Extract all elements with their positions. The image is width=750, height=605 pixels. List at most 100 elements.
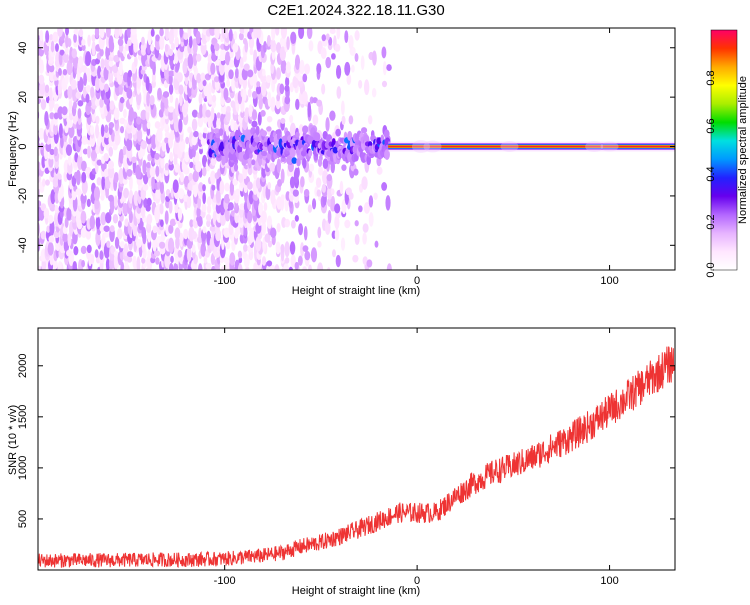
spectrogram-y-tick-label: 20 <box>17 91 29 103</box>
spectrogram-noise-cell <box>304 250 311 261</box>
colorbar-label: Normalized spectral amplitude <box>737 76 749 224</box>
spectrogram-noise-cell <box>363 202 371 214</box>
spectrogram-noise-cell <box>99 98 104 108</box>
spectrogram-noise-cell <box>170 128 176 140</box>
spectrogram-noise-cell <box>206 204 212 214</box>
spectrogram-cluster-cell <box>249 153 253 159</box>
spectrogram-noise-cell <box>246 210 253 224</box>
spectrogram-noise-cell <box>109 100 115 111</box>
spectrogram-noise-cell <box>131 156 137 164</box>
spectrogram-noise-cell <box>57 173 62 180</box>
spectrogram-noise-cell <box>108 70 114 84</box>
spectrogram-noise-cell <box>321 83 326 95</box>
spectrogram-noise-cell <box>213 43 220 51</box>
spectrogram-noise-cell <box>367 115 373 125</box>
spectrogram-noise-cell <box>261 68 266 77</box>
spectrogram-noise-cell <box>317 240 322 248</box>
spectrogram-noise-cell <box>321 34 327 42</box>
spectrogram-noise-cell <box>260 110 266 117</box>
spectrogram-noise-cell <box>312 97 318 104</box>
spectrogram-noise-cell <box>71 86 78 102</box>
spectrogram-noise-cell <box>85 229 92 240</box>
spectrogram-noise-cell <box>43 207 50 219</box>
spectrogram-noise-cell <box>290 219 296 229</box>
spectrogram-noise-cell <box>344 61 351 76</box>
spectrogram-noise-cell <box>202 192 206 205</box>
spectrogram-noise-cell <box>44 111 49 127</box>
spectrogram-noise-cell <box>290 31 297 44</box>
spectrogram-noise-cell <box>178 188 185 200</box>
spectrogram-noise-cell <box>238 32 244 41</box>
spectrogram-noise-cell <box>146 213 153 225</box>
spectrogram-noise-cell <box>147 249 151 260</box>
spectrogram-noise-cell <box>164 96 169 109</box>
spectrogram-cluster-cell <box>260 130 268 137</box>
spectrogram-noise-cell <box>334 203 341 214</box>
spectrogram-noise-cell <box>189 161 194 169</box>
spectrogram-noise-cell <box>210 106 215 122</box>
spectrogram-noise-cell <box>226 105 231 113</box>
spectrogram-noise-cell <box>220 47 227 60</box>
spectrogram-noise-cell <box>67 85 73 99</box>
spectrogram-noise-cell <box>94 58 100 65</box>
spectrogram-noise-cell <box>233 163 239 172</box>
spectrogram-noise-cell <box>275 98 281 110</box>
spectrogram-noise-cell <box>96 177 102 186</box>
spectrogram-noise-cell <box>247 88 252 98</box>
snr-y-ticks: 500 1000 1500 2000 <box>17 354 675 528</box>
spectrogram-noise-cell <box>277 179 283 187</box>
spectrogram-noise-cell <box>309 163 315 172</box>
spectrogram-noise-cell <box>308 40 314 52</box>
spectrogram-noise-cell <box>71 48 77 59</box>
spectrogram-noise-cell <box>174 202 179 214</box>
spectrogram-noise-cell <box>224 51 231 66</box>
spectrogram-noise-cell <box>206 219 211 228</box>
spectrogram-noise-cell <box>159 180 165 194</box>
spectrogram-noise-cell <box>152 225 157 234</box>
spectrogram-noise-cell <box>294 165 300 178</box>
spectrogram-noise-cell <box>344 30 349 44</box>
spectrogram-noise-cell <box>373 192 378 200</box>
spectrogram-noise-cell <box>75 188 82 196</box>
spectrogram-noise-cell <box>50 40 55 53</box>
spectrogram-noise-cell <box>113 171 119 184</box>
spectrogram-noise-cell <box>196 215 203 223</box>
spectrogram-noise-cell <box>82 148 89 155</box>
spectrogram-noise-cell <box>146 197 152 207</box>
colorbar-tick-label: 0.2 <box>705 214 717 229</box>
spectrogram-noise-cell <box>280 28 288 39</box>
spectrogram-noise-cell <box>279 83 285 95</box>
spectrogram-noise-cell <box>202 184 206 192</box>
spectrogram-noise-cell <box>117 38 124 47</box>
spectrogram-noise-cell <box>174 36 179 48</box>
spectrogram-noise-cell <box>275 67 281 80</box>
spectrogram-noise-cell <box>358 79 363 89</box>
spectrogram-noise-cell <box>48 87 53 102</box>
spectrogram-noise-cell <box>45 179 50 186</box>
spectrogram-noise-cell <box>232 43 239 53</box>
spectrogram-noise-cell <box>266 260 273 267</box>
spectrogram-noise-cell <box>65 144 73 156</box>
spectrogram-noise-cell <box>99 224 106 233</box>
spectrogram-noise-cell <box>386 263 392 270</box>
spectrogram-noise-cell <box>159 219 164 227</box>
spectrogram-noise-cell <box>128 106 135 122</box>
spectrogram-cluster-cell <box>360 127 368 134</box>
spectrogram-noise-cell <box>104 124 109 134</box>
spectrogram-noise-cell <box>187 28 192 38</box>
spectrogram-noise-cell <box>159 203 164 215</box>
spectrogram-noise-cell <box>358 205 363 213</box>
spectrogram-noise-cell <box>371 87 377 98</box>
spectrogram-x-tick-label: -100 <box>214 275 236 287</box>
spectrogram-noise-cell <box>71 175 77 187</box>
spectrogram-noise-cell <box>38 74 45 85</box>
spectrogram-noise-cell <box>73 100 77 110</box>
spectrogram-noise-cell <box>189 219 194 228</box>
spectrogram-noise-cell <box>263 41 267 53</box>
spectrogram-noise-cell <box>381 46 387 59</box>
spectrogram-noise-cell <box>270 189 276 205</box>
spectrogram-noise-cell <box>52 260 58 270</box>
spectrogram-noise-cell <box>105 28 111 38</box>
spectrogram-noise-cell <box>284 241 290 258</box>
spectrogram-noise-cell <box>263 202 268 212</box>
